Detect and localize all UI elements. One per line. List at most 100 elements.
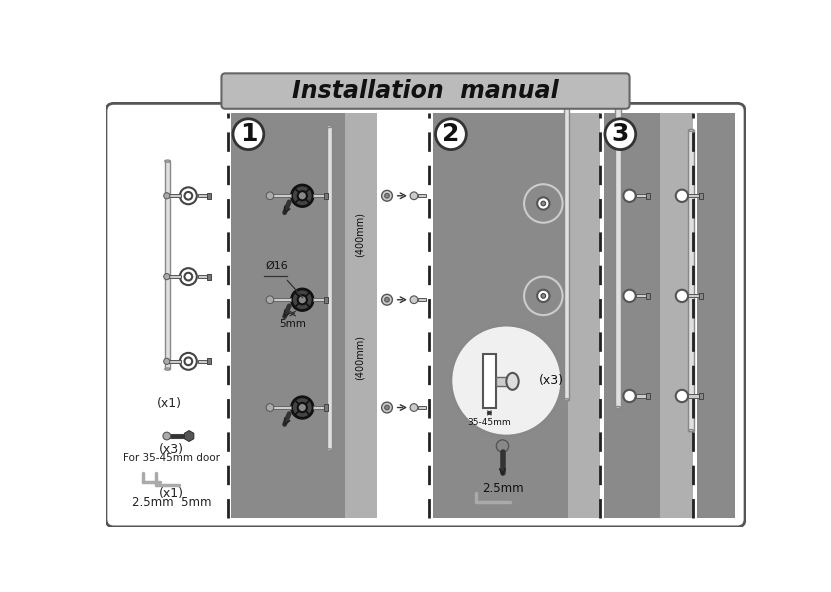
Bar: [699, 393, 703, 399]
Text: 2.5mm: 2.5mm: [482, 482, 524, 495]
Circle shape: [385, 194, 389, 198]
Circle shape: [623, 189, 636, 202]
Circle shape: [676, 189, 688, 202]
FancyBboxPatch shape: [221, 73, 630, 109]
Bar: [168, 434, 189, 438]
Circle shape: [292, 289, 313, 311]
Circle shape: [623, 390, 636, 402]
Bar: [272, 298, 291, 301]
Circle shape: [297, 295, 307, 304]
Text: 5mm: 5mm: [279, 319, 306, 329]
Bar: [636, 194, 647, 197]
Bar: [636, 394, 647, 397]
Text: Ø16: Ø16: [265, 261, 288, 271]
Ellipse shape: [165, 368, 170, 370]
Circle shape: [411, 192, 418, 200]
Circle shape: [541, 201, 546, 206]
Bar: [272, 194, 291, 197]
Bar: [207, 358, 211, 365]
Bar: [604, 112, 685, 517]
Bar: [313, 298, 324, 301]
Bar: [272, 406, 291, 409]
Bar: [165, 161, 170, 369]
Text: 2: 2: [442, 122, 460, 146]
Ellipse shape: [688, 129, 694, 131]
Ellipse shape: [615, 407, 621, 408]
Bar: [615, 107, 621, 407]
Bar: [198, 360, 207, 363]
Ellipse shape: [615, 106, 621, 108]
Bar: [198, 275, 207, 278]
Bar: [324, 297, 328, 303]
Bar: [198, 194, 207, 197]
Bar: [688, 394, 699, 397]
Bar: [418, 298, 425, 301]
Text: 3: 3: [612, 122, 629, 146]
Circle shape: [605, 119, 636, 150]
Bar: [568, 112, 600, 517]
Circle shape: [435, 119, 466, 150]
Bar: [313, 194, 324, 197]
Bar: [688, 194, 699, 197]
Bar: [661, 112, 693, 517]
Polygon shape: [184, 430, 194, 442]
Bar: [168, 360, 181, 363]
Circle shape: [411, 404, 418, 411]
Bar: [324, 404, 328, 411]
Text: (400mm): (400mm): [354, 335, 364, 380]
Circle shape: [163, 432, 170, 440]
Text: (400mm): (400mm): [354, 212, 364, 257]
Text: (x3): (x3): [159, 443, 184, 456]
Circle shape: [164, 193, 170, 199]
Bar: [168, 275, 181, 278]
Circle shape: [676, 390, 688, 402]
Circle shape: [411, 296, 418, 304]
Circle shape: [385, 405, 389, 410]
Circle shape: [381, 402, 392, 413]
Bar: [563, 99, 569, 400]
Circle shape: [541, 294, 546, 298]
Bar: [647, 193, 651, 199]
Circle shape: [297, 403, 307, 412]
Circle shape: [292, 185, 313, 207]
Bar: [324, 193, 328, 199]
Bar: [699, 193, 703, 199]
Bar: [484, 353, 495, 407]
Circle shape: [266, 296, 273, 304]
Bar: [433, 112, 595, 517]
Circle shape: [496, 440, 509, 452]
Circle shape: [297, 191, 307, 201]
Bar: [495, 377, 513, 386]
Ellipse shape: [563, 399, 569, 401]
Bar: [345, 112, 377, 517]
Bar: [688, 294, 699, 297]
Bar: [696, 112, 735, 517]
Ellipse shape: [327, 449, 332, 451]
Bar: [207, 274, 211, 279]
Bar: [327, 127, 332, 450]
Text: (x1): (x1): [159, 487, 184, 500]
Bar: [418, 406, 425, 409]
Circle shape: [385, 297, 389, 302]
Circle shape: [381, 294, 392, 305]
Bar: [418, 194, 425, 197]
Circle shape: [266, 192, 273, 200]
Bar: [313, 406, 324, 409]
Bar: [636, 294, 647, 297]
Bar: [168, 194, 181, 197]
Text: 1: 1: [239, 122, 257, 146]
Circle shape: [623, 289, 636, 302]
Circle shape: [292, 397, 313, 419]
Circle shape: [381, 191, 392, 201]
Text: For 35-45mm door: For 35-45mm door: [123, 453, 220, 464]
Bar: [647, 393, 651, 399]
Bar: [699, 293, 703, 299]
Ellipse shape: [563, 98, 569, 101]
Text: 2.5mm  5mm: 2.5mm 5mm: [131, 496, 211, 509]
Ellipse shape: [327, 126, 332, 127]
Ellipse shape: [688, 430, 694, 432]
Text: (x1): (x1): [156, 397, 182, 410]
Circle shape: [537, 197, 549, 210]
Bar: [688, 130, 694, 430]
Bar: [647, 293, 651, 299]
